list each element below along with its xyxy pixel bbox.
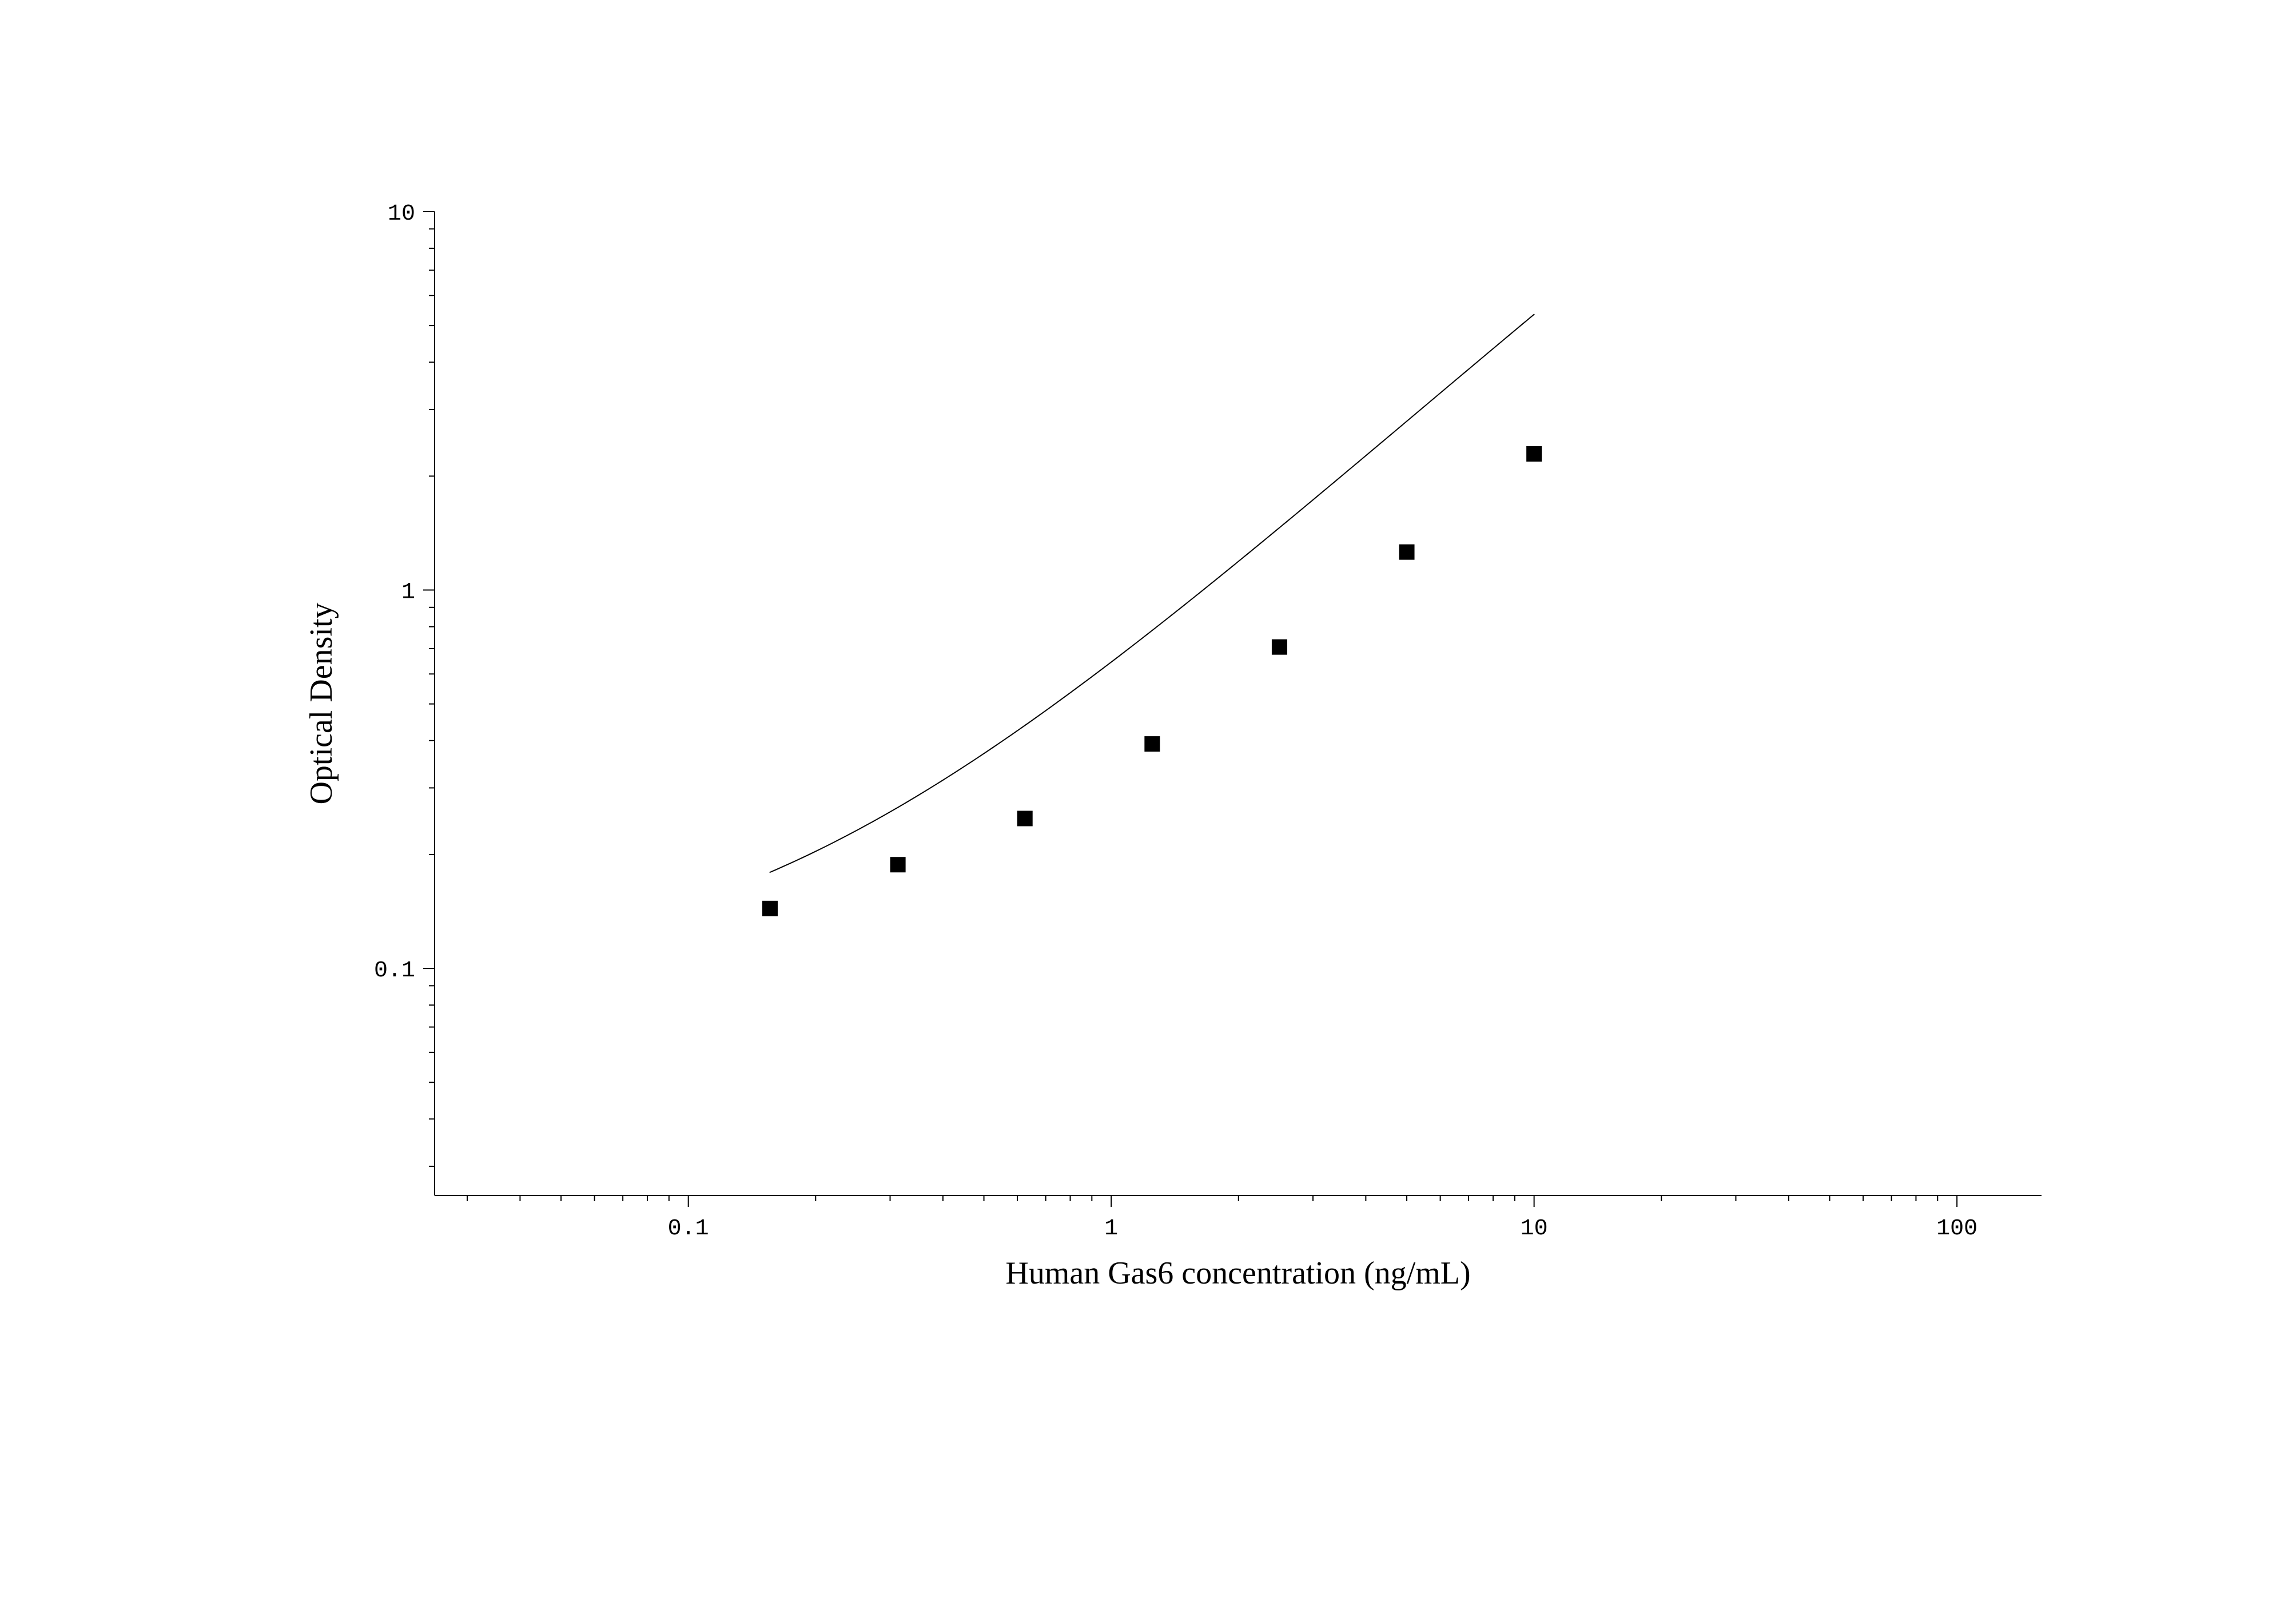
y-tick-label: 0.1 — [374, 958, 415, 984]
standard-curve-chart: 0.1 1 10 100 0.1 1 10 Optical Density Human Gas6… — [0, 0, 2296, 1605]
data-marker — [1272, 639, 1287, 654]
x-tick-label: 0.1 — [668, 1216, 709, 1242]
y-tick-label: 10 — [388, 201, 415, 227]
data-marker — [890, 857, 905, 872]
data-marker — [1017, 811, 1032, 826]
data-marker — [1399, 545, 1414, 559]
y-axis-label: Optical Density — [304, 602, 339, 804]
x-tick-label: 100 — [1936, 1216, 1977, 1242]
data-marker — [1145, 737, 1160, 752]
data-marker — [762, 901, 777, 916]
x-tick-label: 10 — [1521, 1216, 1548, 1242]
y-tick-label: 1 — [401, 580, 415, 606]
data-marker — [1527, 446, 1542, 461]
x-tick-label: 1 — [1104, 1216, 1118, 1242]
x-axis-label: Human Gas6 concentration (ng/mL) — [1005, 1256, 1470, 1291]
fit-curve — [770, 315, 1534, 872]
